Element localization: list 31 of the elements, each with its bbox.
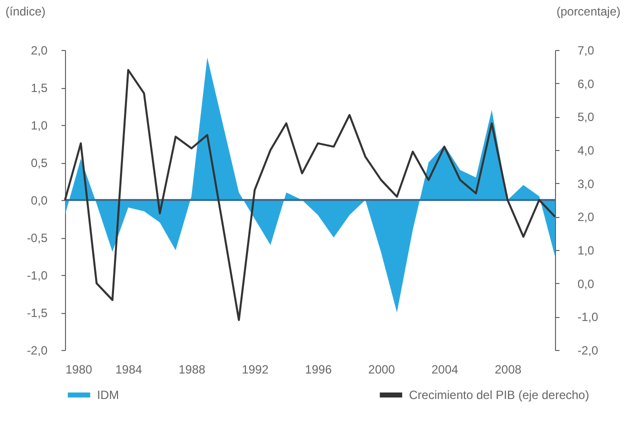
x-tick-label: 1980 xyxy=(66,362,93,376)
y-tick-label: 1,5 xyxy=(30,81,48,95)
y2-tick-label: 0,0 xyxy=(578,276,595,291)
y-tick-label: 0,0 xyxy=(30,194,48,208)
y2-tick-label: 6,0 xyxy=(578,76,595,91)
y-tick-label: 0,5 xyxy=(30,156,48,170)
y2-tick-label: -2,0 xyxy=(578,344,599,358)
y2-tick-label: 5,0 xyxy=(578,110,595,124)
y-tick-label: -1,5 xyxy=(26,306,48,320)
y-tick-label: -2,0 xyxy=(26,344,48,358)
y2-axis-title: (porcentaje) xyxy=(556,4,621,18)
x-tick-label: 2004 xyxy=(432,362,459,376)
y2-tick-label: 7,0 xyxy=(578,44,595,58)
y2-tick-label: -1,0 xyxy=(578,310,599,324)
x-tick-label: 1992 xyxy=(242,362,269,376)
y2-tick-label: 1,0 xyxy=(578,244,595,258)
x-tick-label: 1984 xyxy=(115,362,142,376)
legend-label: Crecimiento del PIB (eje derecho) xyxy=(409,388,590,402)
y-tick-label: -0,5 xyxy=(26,231,48,245)
y-axis-title: (índice) xyxy=(6,4,46,18)
legend-label: IDM xyxy=(97,388,119,402)
y-tick-label: 1,0 xyxy=(30,118,48,132)
y2-tick-label: 4,0 xyxy=(578,144,595,158)
x-tick-label: 1996 xyxy=(305,362,332,376)
y2-tick-label: 3,0 xyxy=(578,176,595,191)
y-tick-label: -1,0 xyxy=(26,268,48,282)
y-tick-label: 2,0 xyxy=(30,44,48,58)
x-tick-label: 2000 xyxy=(368,362,396,376)
x-tick-label: 2008 xyxy=(494,362,522,376)
x-tick-label: 1988 xyxy=(178,362,206,376)
y2-tick-label: 2,0 xyxy=(578,210,595,224)
